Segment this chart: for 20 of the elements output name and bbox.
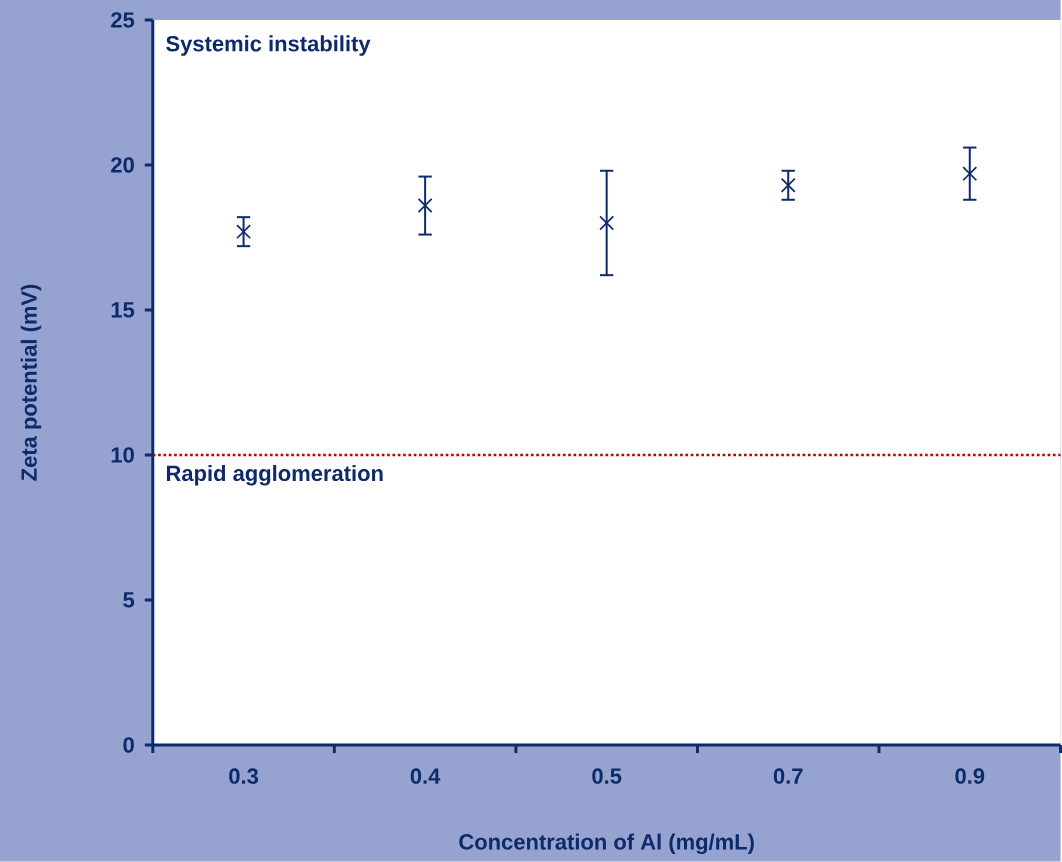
y-tick-label: 5 [123, 592, 135, 608]
y-tick-label: 20 [111, 157, 134, 173]
point [780, 177, 796, 193]
point [962, 166, 978, 182]
point [417, 198, 433, 214]
x-tick-label: 0.5 [592, 768, 622, 784]
y-tick-label: 25 [111, 12, 135, 28]
x-tick-label: 0.4 [410, 768, 441, 784]
y-tick-label: 15 [111, 302, 135, 318]
x-tick-label: 0.7 [773, 768, 803, 784]
y-tick-label: 10 [111, 447, 134, 463]
point [599, 215, 615, 231]
y-tick-label: 0 [123, 737, 134, 753]
point [236, 224, 252, 240]
x-tick-label: 0.9 [955, 768, 985, 784]
y-axis-title: Zeta potential (mV) [20, 284, 42, 481]
x-tick-label: 0.3 [229, 768, 259, 784]
ref-line-label: Rapid agglomeration [166, 465, 383, 486]
annotation: Systemic instability [166, 35, 371, 56]
x-axis-title: Concentration of Al (mg/mL) [459, 833, 754, 855]
